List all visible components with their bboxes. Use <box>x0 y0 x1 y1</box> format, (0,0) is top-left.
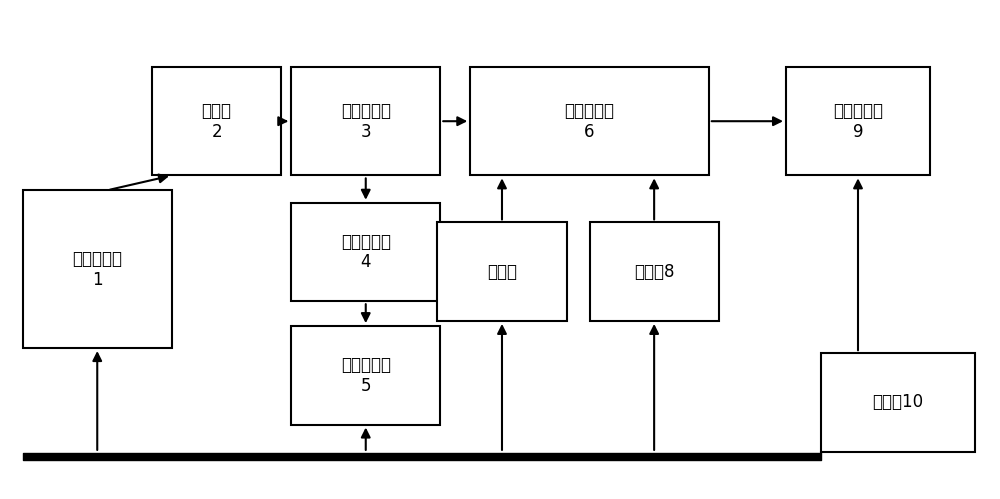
Text: 功率指示器
5: 功率指示器 5 <box>341 356 391 395</box>
Text: 计算机10: 计算机10 <box>872 394 923 412</box>
FancyBboxPatch shape <box>23 190 172 348</box>
FancyBboxPatch shape <box>291 67 440 176</box>
FancyBboxPatch shape <box>291 326 440 425</box>
FancyBboxPatch shape <box>590 223 719 321</box>
FancyBboxPatch shape <box>821 353 975 452</box>
Text: 波导量热计
6: 波导量热计 6 <box>564 102 614 141</box>
FancyBboxPatch shape <box>786 67 930 176</box>
Text: 微波信号源
1: 微波信号源 1 <box>72 250 122 288</box>
Text: 控温䞗: 控温䞗 <box>487 262 517 281</box>
Text: 数字电压表
9: 数字电压表 9 <box>833 102 883 141</box>
FancyBboxPatch shape <box>152 67 281 176</box>
FancyBboxPatch shape <box>470 67 709 176</box>
Text: 直流源8: 直流源8 <box>634 262 674 281</box>
Text: 功率敏感器
4: 功率敏感器 4 <box>341 233 391 271</box>
FancyBboxPatch shape <box>291 203 440 301</box>
FancyBboxPatch shape <box>437 223 567 321</box>
Text: 倍频器
2: 倍频器 2 <box>202 102 232 141</box>
Text: 定向耦合器
3: 定向耦合器 3 <box>341 102 391 141</box>
